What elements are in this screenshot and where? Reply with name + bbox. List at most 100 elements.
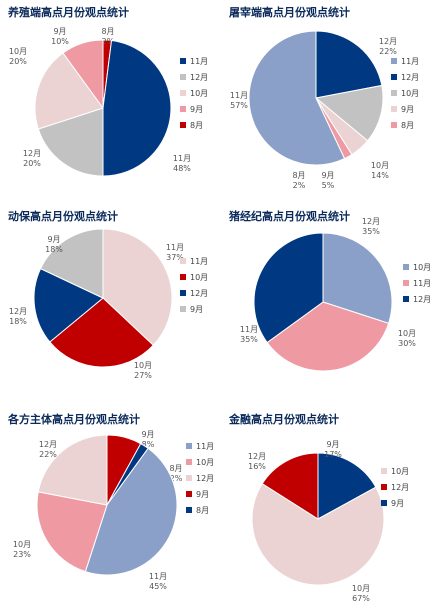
pie-chart-panel: 9月 8% 8月 2% 11月 45% 10月 23% 12月 22% 11月 10月 12月 9月 8月各… bbox=[0, 407, 220, 610]
pie-slice bbox=[37, 434, 108, 506]
legend-swatch bbox=[186, 443, 192, 449]
legend-label: 10月 bbox=[391, 467, 409, 476]
slice-label-percent: 22% bbox=[379, 47, 397, 56]
pie-chart-panel: 12月 22% 10月 14% 9月 5% 8月 2% 11月 57% 11月 12月 10月 9月 8月屠… bbox=[221, 0, 441, 203]
slice-label-percent: 2% bbox=[102, 37, 115, 46]
slice-label-percent: 23% bbox=[13, 550, 31, 559]
pie-slice bbox=[39, 228, 104, 299]
legend-label: 9月 bbox=[196, 490, 209, 499]
slice-label-month: 11月 bbox=[149, 572, 167, 581]
slice-label-percent: 14% bbox=[371, 171, 389, 180]
legend-label: 10月 bbox=[401, 89, 419, 98]
pie-slice bbox=[102, 39, 172, 177]
slice-label-percent: 18% bbox=[9, 317, 27, 326]
pie-chart-panel: 10月 30% 11月 35% 12月 35% 10月 11月 12月 猪经纪高点月份观点统计 bbox=[221, 204, 441, 407]
slice-label-month: 10月 bbox=[9, 47, 27, 56]
pie-slice bbox=[33, 267, 104, 343]
pie-chart-panel: 9月 17% 10月 67% 12月 16% 10月 12月 9月 金融高点月份观点统计 bbox=[221, 407, 441, 610]
slice-label-percent: 67% bbox=[352, 594, 370, 603]
legend-swatch bbox=[180, 74, 186, 80]
pie-slice bbox=[261, 452, 319, 520]
legend-swatch bbox=[403, 296, 409, 302]
slice-label-month: 10月 bbox=[13, 540, 31, 549]
pie-slice bbox=[314, 84, 384, 142]
pie-chart-panel: 8月 2% 11月 48% 12月 20% 10月 20% 9月 10% 11月 12月 10月 9月 8月… bbox=[0, 0, 220, 203]
slice-label-month: 10月 bbox=[371, 161, 389, 170]
pie-slice bbox=[102, 228, 173, 346]
slice-label-percent: 35% bbox=[240, 335, 258, 344]
legend-swatch bbox=[381, 468, 387, 474]
chart-title: 金融高点月份观点统计 bbox=[229, 413, 339, 426]
slice-label-month: 11月 bbox=[230, 91, 248, 100]
legend-label: 10月 bbox=[413, 263, 431, 272]
slice-label-percent: 35% bbox=[362, 227, 380, 236]
legend-swatch bbox=[391, 106, 397, 112]
chart-title: 动保高点月份观点统计 bbox=[8, 210, 118, 223]
legend-swatch bbox=[186, 475, 192, 481]
legend-swatch bbox=[391, 90, 397, 96]
chart-title: 各方主体高点月份观点统计 bbox=[8, 413, 140, 426]
pie-slice bbox=[36, 491, 108, 573]
legend-swatch bbox=[180, 274, 186, 280]
slice-label-month: 9月 bbox=[141, 430, 154, 439]
slice-label-percent: 2% bbox=[293, 181, 306, 190]
slice-label-month: 12月 bbox=[9, 307, 27, 316]
pie-slice bbox=[62, 39, 104, 110]
legend-swatch bbox=[180, 122, 186, 128]
slice-label-month: 8月 bbox=[292, 171, 305, 180]
slice-label-month: 9月 bbox=[53, 27, 66, 36]
legend-swatch bbox=[180, 306, 186, 312]
slice-label-month: 12月 bbox=[379, 37, 397, 46]
legend-label: 9月 bbox=[401, 105, 414, 114]
pie-slice bbox=[266, 301, 390, 372]
slice-label-month: 9月 bbox=[47, 235, 60, 244]
legend-swatch bbox=[180, 58, 186, 64]
slice-label-percent: 48% bbox=[173, 164, 191, 173]
legend-label: 11月 bbox=[190, 257, 208, 266]
slice-label-percent: 45% bbox=[149, 582, 167, 591]
legend-label: 10月 bbox=[190, 273, 208, 282]
legend-label: 12月 bbox=[190, 73, 208, 82]
chart-title: 猪经纪高点月份观点统计 bbox=[229, 210, 350, 223]
slice-label-percent: 30% bbox=[398, 339, 416, 348]
slice-label-percent: 10% bbox=[51, 37, 69, 46]
legend-label: 12月 bbox=[401, 73, 419, 82]
legend-label: 10月 bbox=[196, 458, 214, 467]
legend-label: 8月 bbox=[190, 121, 203, 130]
slice-label-percent: 8% bbox=[142, 440, 155, 449]
legend-label: 12月 bbox=[190, 289, 208, 298]
pie-chart-panel: 11月 37% 10月 27% 12月 18% 9月 18% 11月 10月 12月 9月 动保高点月份… bbox=[0, 204, 220, 407]
slice-label-percent: 20% bbox=[9, 57, 27, 66]
pie-slice bbox=[317, 452, 377, 520]
pie-slice bbox=[315, 30, 383, 99]
legend-swatch bbox=[186, 491, 192, 497]
legend-label: 11月 bbox=[190, 57, 208, 66]
slice-label-percent: 37% bbox=[166, 253, 184, 262]
slice-label-month: 12月 bbox=[362, 217, 380, 226]
legend-swatch bbox=[180, 90, 186, 96]
chart-title: 养殖端高点月份观点统计 bbox=[8, 6, 129, 19]
legend-label: 12月 bbox=[391, 483, 409, 492]
slice-label-month: 11月 bbox=[173, 154, 191, 163]
pie-slice bbox=[322, 232, 393, 324]
slice-label-percent: 5% bbox=[322, 181, 335, 190]
legend-label: 8月 bbox=[401, 121, 414, 130]
pie-slice bbox=[84, 447, 178, 576]
chart-title: 屠宰端高点月份观点统计 bbox=[229, 6, 350, 19]
legend-swatch bbox=[180, 290, 186, 296]
pie-slice bbox=[248, 30, 346, 166]
legend-swatch bbox=[403, 280, 409, 286]
slice-label-month: 8月 bbox=[101, 27, 114, 36]
slice-label-month: 10月 bbox=[134, 361, 152, 370]
pie-slice bbox=[34, 52, 104, 130]
legend-swatch bbox=[391, 58, 397, 64]
legend-swatch bbox=[381, 500, 387, 506]
legend-label: 9月 bbox=[190, 105, 203, 114]
legend-swatch bbox=[391, 74, 397, 80]
slice-label-percent: 17% bbox=[324, 450, 342, 459]
slice-label-percent: 16% bbox=[248, 462, 266, 471]
